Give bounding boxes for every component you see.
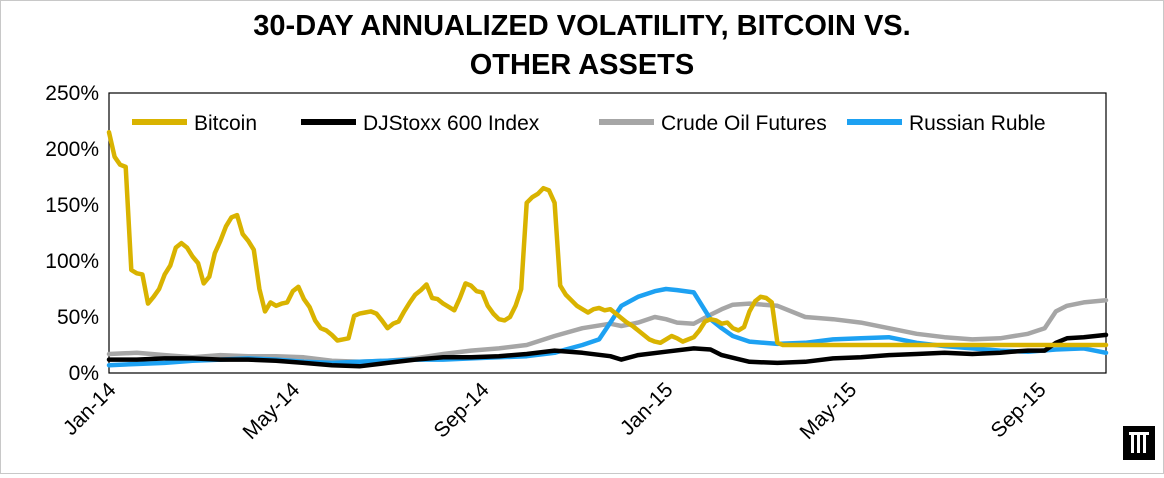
y-tick-label: 150% — [45, 194, 99, 217]
series-lines — [106, 129, 1109, 369]
y-tick-label: 0% — [69, 362, 99, 385]
series-line-djstoxx-600-index — [106, 332, 1109, 369]
legend-label: Russian Ruble — [909, 112, 1046, 135]
y-tick-label: 50% — [57, 306, 99, 329]
y-axis-ticks: 0% 50% 100% 150% 200% 250% — [45, 82, 99, 385]
legend-label: Crude Oil Futures — [661, 112, 827, 135]
plot-area — [108, 92, 1107, 374]
x-tick-label: May-15 — [796, 378, 862, 444]
legend-label: Bitcoin — [194, 112, 257, 135]
y-tick-label: 250% — [45, 82, 99, 105]
x-tick-label: Sep-15 — [987, 378, 1051, 442]
x-tick-label: May-14 — [239, 378, 305, 444]
x-axis-ticks: Jan-14 May-14 Sep-14 Jan-15 May-15 Sep-15 — [59, 378, 1051, 444]
legend-label: DJStoxx 600 Index — [363, 112, 540, 135]
series-line-bitcoin — [106, 129, 1109, 348]
chart-title-line-1: 30-DAY ANNUALIZED VOLATILITY, BITCOIN VS… — [253, 10, 910, 42]
brand-logo — [1123, 426, 1155, 460]
x-tick-label: Jan-14 — [59, 378, 121, 440]
x-tick-label: Sep-14 — [430, 378, 494, 442]
y-tick-label: 200% — [45, 138, 99, 161]
series-line-crude-oil-futures — [106, 297, 1109, 365]
x-tick-label: Jan-15 — [616, 378, 678, 440]
chart-title-line-2: OTHER ASSETS — [470, 49, 695, 81]
legend: Bitcoin DJStoxx 600 Index Crude Oil Future… — [132, 112, 1046, 135]
y-tick-label: 100% — [45, 250, 99, 273]
